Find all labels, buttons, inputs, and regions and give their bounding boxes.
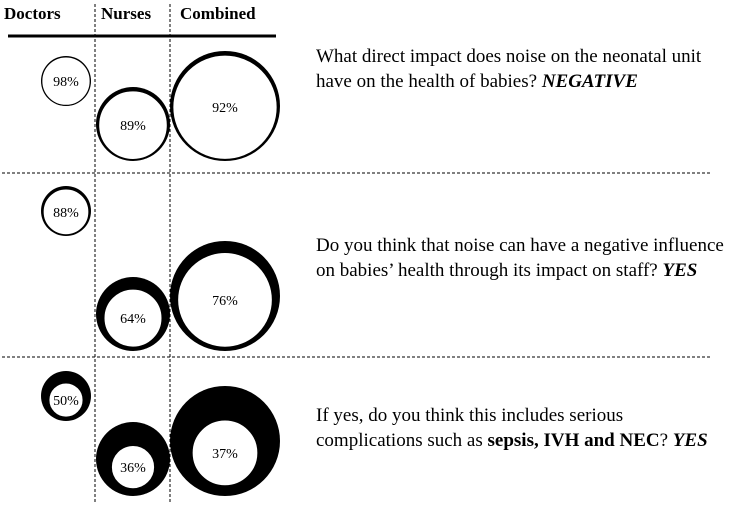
value-label: 37% (212, 447, 238, 462)
bubble-doctors-q2: 88% (41, 186, 91, 236)
bubble-nurses-q2: 64% (96, 277, 170, 351)
value-label: 50% (53, 394, 79, 409)
bubble-inner (191, 419, 259, 487)
bubble-combined-q1: 92% (170, 51, 280, 161)
bubble-inner (48, 382, 84, 418)
question-1: What direct impact does noise on the neo… (316, 44, 731, 94)
value-label: 64% (120, 312, 146, 327)
column-header-doctors: Doctors (4, 4, 61, 23)
question-3: If yes, do you think this includes serio… (316, 403, 731, 453)
value-label: 98% (53, 75, 79, 90)
question-2-answer: YES (662, 260, 698, 281)
bubble-inner (110, 445, 156, 490)
bubble-inner (98, 90, 168, 160)
question-3-text-b: ? (659, 430, 669, 451)
value-label: 89% (120, 119, 146, 134)
bubble-inner (172, 54, 278, 160)
question-2: Do you think that noise can have a negat… (316, 233, 731, 283)
question-2-text: Do you think that noise can have a negat… (316, 235, 724, 281)
question-3-answer: YES (672, 430, 708, 451)
bubble-inner (41, 56, 91, 106)
bubble-doctors-q3: 50% (41, 371, 91, 421)
question-1-text: What direct impact does noise on the neo… (316, 46, 702, 92)
bubble-inner (103, 288, 163, 348)
bubble-nurses-q1: 89% (96, 87, 170, 161)
bubble-inner (42, 188, 90, 236)
value-label: 76% (212, 294, 238, 309)
column-header-nurses: Nurses (101, 4, 152, 23)
value-label: 88% (53, 206, 79, 221)
bubble-combined-q2: 76% (170, 241, 280, 351)
question-1-answer: NEGATIVE (541, 71, 638, 92)
bubble-inner (177, 252, 273, 348)
question-3-text-emphasis: sepsis, IVH and NEC (487, 430, 660, 451)
column-header-combined: Combined (180, 4, 256, 23)
bubble-doctors-q1: 98% (41, 56, 91, 106)
question-3-text-a: If yes, do you think this includes serio… (316, 405, 624, 451)
value-label: 92% (212, 101, 238, 116)
bubble-combined-q3: 37% (170, 386, 280, 496)
value-label: 36% (120, 461, 146, 476)
bubble-nurses-q3: 36% (96, 422, 170, 496)
